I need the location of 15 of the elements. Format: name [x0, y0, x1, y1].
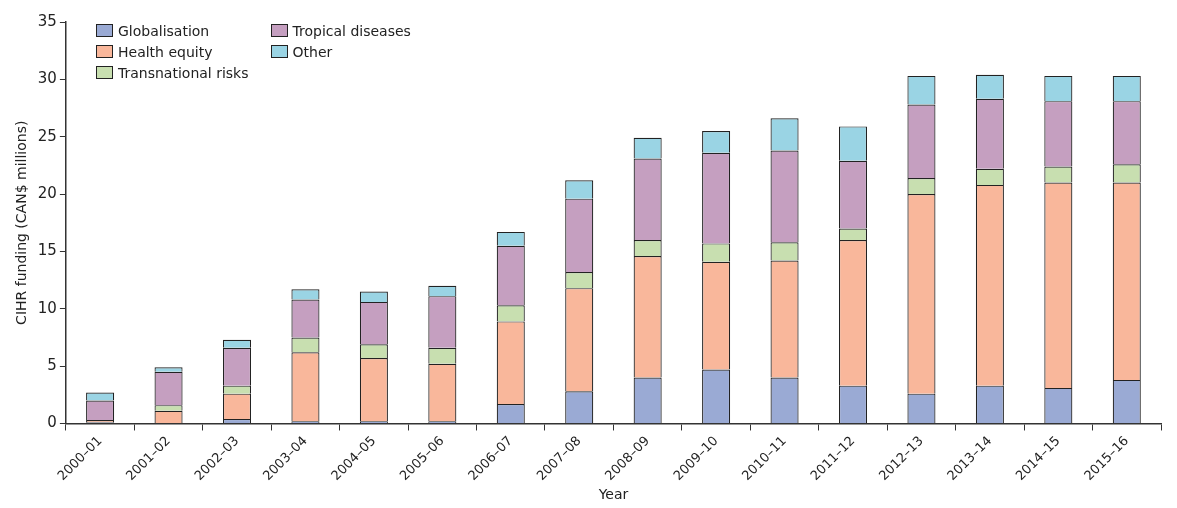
y-tick-label: 20 [37, 183, 57, 202]
legend-label: Health equity [118, 43, 213, 60]
legend-label: Tropical diseases [292, 22, 411, 39]
legend-label: Globalisation [118, 22, 210, 39]
y-tick-label: 5 [47, 356, 57, 375]
legend-label: Transnational risks [118, 64, 249, 81]
y-tick-label: 30 [37, 69, 57, 88]
y-tick-label: 35 [37, 11, 57, 30]
y-axis-title: CIHR funding (CAN$ millions) [13, 120, 30, 325]
y-tick-label: 10 [37, 298, 57, 317]
legend-label: Other [292, 43, 333, 60]
y-tick-label: 0 [47, 413, 57, 432]
x-axis-title: Year [597, 486, 629, 503]
y-tick-label: 25 [37, 126, 57, 145]
y-tick-label: 15 [37, 241, 57, 260]
